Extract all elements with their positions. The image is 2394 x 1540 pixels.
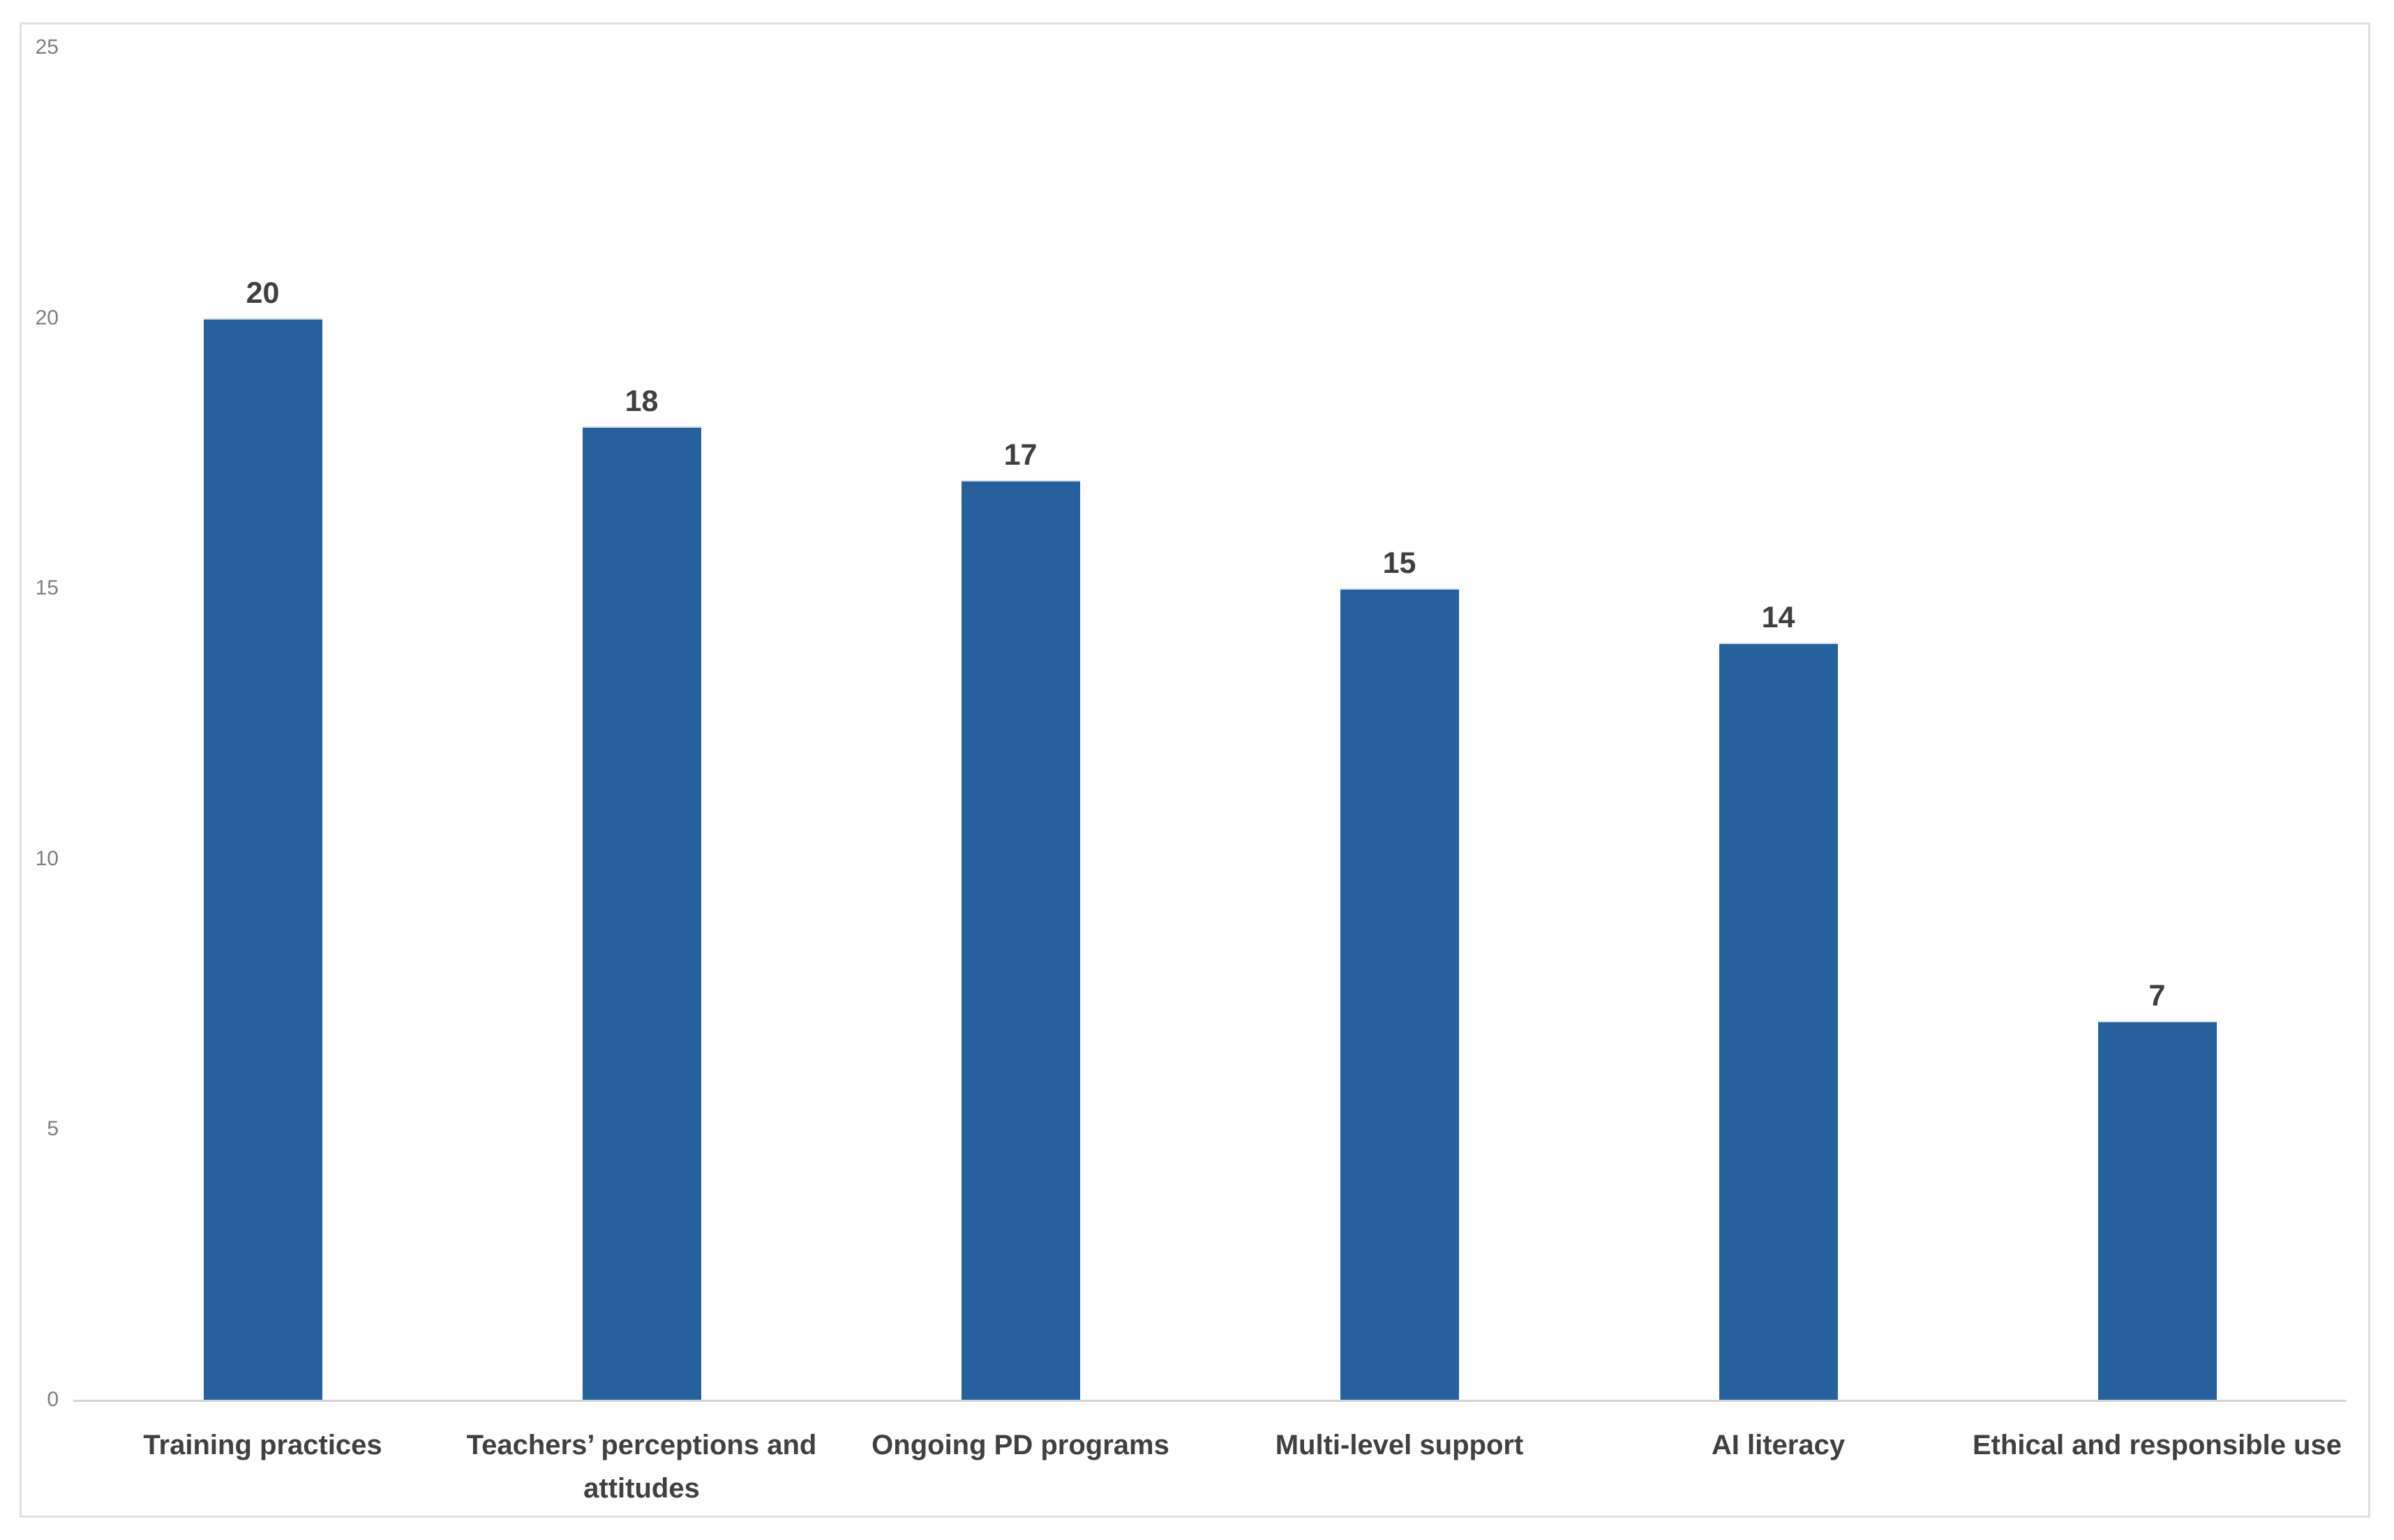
bar-cell: 7	[1968, 47, 2347, 1400]
bar-value-label: 17	[1003, 438, 1038, 472]
bar-value-label: 14	[1761, 600, 1795, 634]
y-axis-tick-label: 5	[47, 1117, 59, 1141]
y-axis-tick-label: 15	[35, 576, 59, 600]
bar-value-label: 7	[2148, 979, 2166, 1013]
x-axis-label: AI literacy	[1711, 1430, 1846, 1460]
bar-value-label: 15	[1382, 546, 1416, 581]
bar	[582, 426, 701, 1400]
x-axis-labels: Training practices Teachers’ perceptions …	[73, 1423, 2347, 1510]
bar-value-label: 20	[246, 276, 280, 310]
x-axis-line	[73, 1400, 2347, 1402]
x-axis-label: Ethical and responsible use	[1972, 1430, 2342, 1460]
bar-cell: 15	[1210, 47, 1589, 1400]
bar-cell: 18	[452, 47, 831, 1400]
bar	[1719, 642, 1838, 1400]
y-axis-tick-label: 0	[47, 1388, 59, 1411]
y-axis-tick-label: 20	[35, 306, 59, 329]
y-axis-tick-label: 10	[35, 846, 59, 870]
y-axis: 0 5 10 15 20 25	[20, 0, 59, 1540]
x-axis-label: Training practices	[143, 1430, 382, 1460]
x-axis-label: Ongoing PD programs	[871, 1430, 1169, 1460]
bar-cell: 20	[73, 47, 452, 1400]
chart-frame	[20, 22, 2370, 1518]
bar-cell: 14	[1589, 47, 1968, 1400]
bar	[203, 317, 322, 1400]
plot-area: 20 18 17 15 14 7	[73, 47, 2347, 1400]
bar	[1340, 588, 1459, 1400]
bar-value-label: 18	[624, 384, 659, 418]
x-axis-label: Multi-level support	[1275, 1430, 1524, 1460]
bar-cell: 17	[831, 47, 1210, 1400]
x-axis-label: Teachers’ perceptions and attitudes	[466, 1430, 817, 1504]
bar	[961, 480, 1080, 1400]
y-axis-tick-label: 25	[35, 36, 59, 59]
bar	[2097, 1021, 2217, 1400]
